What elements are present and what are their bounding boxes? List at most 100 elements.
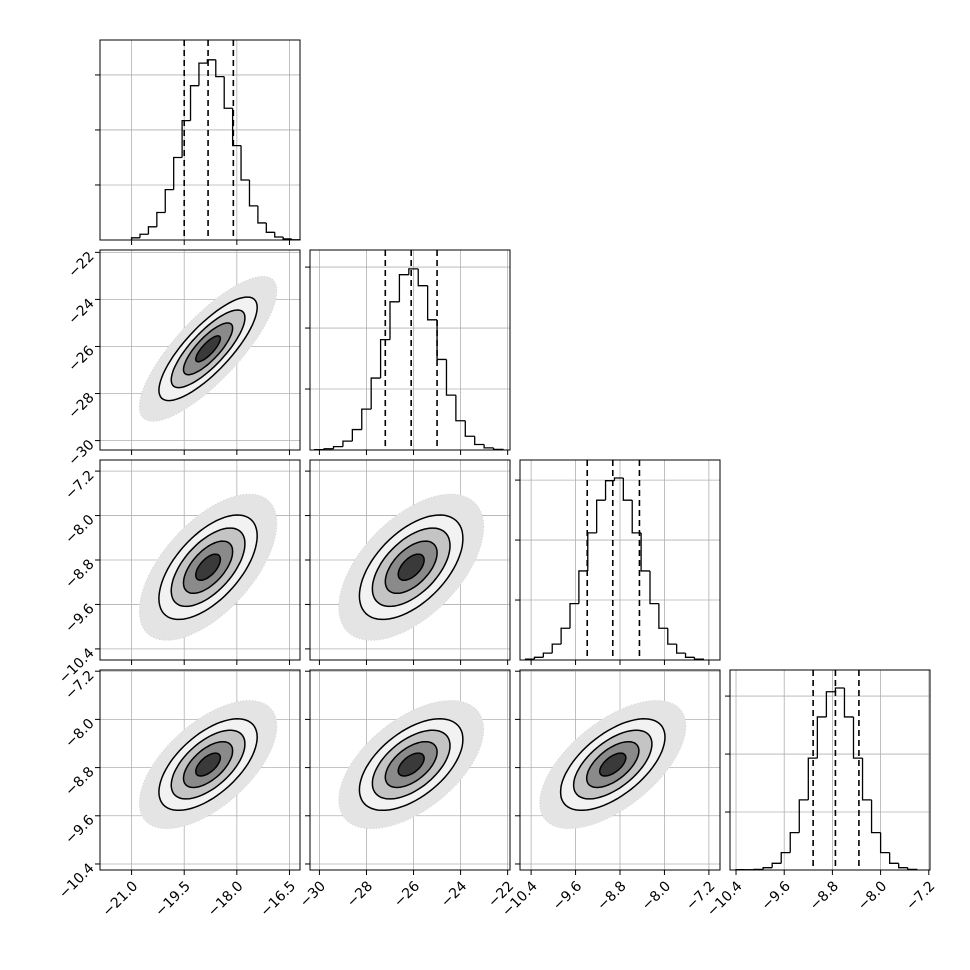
histogram-bin <box>156 211 166 227</box>
density-fill <box>599 753 626 776</box>
histogram-bin <box>762 867 773 870</box>
histogram-bin <box>604 480 615 501</box>
x-tick-label: −24 <box>438 878 470 910</box>
histogram-bin <box>834 687 845 692</box>
contour <box>182 740 234 789</box>
histogram-bin <box>323 448 334 450</box>
y-tick-label: −10.4 <box>56 860 98 902</box>
histogram-bin <box>223 76 233 109</box>
histogram-bin <box>417 268 428 287</box>
histogram-bin <box>436 319 447 361</box>
density-fill <box>398 753 425 776</box>
contour <box>182 322 234 376</box>
histogram-bin <box>139 233 149 238</box>
panel-frame <box>519 459 721 661</box>
histogram-bin <box>578 570 588 604</box>
histogram-bin <box>676 644 686 654</box>
histogram-bin <box>164 189 174 213</box>
y-tick-label: −9.6 <box>62 601 97 636</box>
contour <box>371 729 451 800</box>
x-tick-label: −8.8 <box>594 878 629 913</box>
contour <box>170 527 246 608</box>
panel-frame <box>99 249 301 451</box>
density-fill <box>195 335 221 362</box>
histogram-bin <box>816 716 827 759</box>
panel-frame <box>309 459 511 661</box>
contour <box>358 514 464 621</box>
contour <box>170 729 246 800</box>
histogram-bin <box>398 274 409 302</box>
histogram-bin <box>861 758 872 801</box>
contour <box>371 527 451 608</box>
contour <box>158 296 258 402</box>
histogram-bin <box>569 602 579 629</box>
histogram-bin <box>445 359 456 396</box>
histogram-bin <box>257 205 267 224</box>
density-fill <box>195 753 221 776</box>
y-tick-label: −8.0 <box>62 716 97 751</box>
histogram-bin <box>825 691 836 717</box>
histogram-bin <box>542 652 553 658</box>
panel-frame <box>99 459 301 661</box>
contour <box>384 740 438 789</box>
panel-frame <box>309 249 511 451</box>
histogram-bin <box>879 832 890 854</box>
histogram-bin <box>533 656 544 660</box>
histogram-bin <box>658 603 668 629</box>
histogram-bin <box>551 643 562 654</box>
x-tick-label: −8.8 <box>807 878 842 913</box>
contour <box>170 309 246 389</box>
y-tick-label: −8.8 <box>62 556 97 591</box>
histogram-bin <box>389 301 400 340</box>
histogram-bin <box>248 180 258 207</box>
histogram-bin <box>640 532 650 572</box>
histogram-bin <box>843 687 854 718</box>
histogram-bin <box>181 119 191 158</box>
histogram-bin <box>898 863 908 869</box>
panel-frame <box>309 669 511 871</box>
y-tick-label: −26 <box>65 343 97 375</box>
panel-frame <box>99 669 301 871</box>
histogram-bin <box>649 570 659 605</box>
histogram-bin <box>807 757 818 800</box>
x-tick-label: −7.2 <box>903 878 938 913</box>
contour <box>195 553 222 582</box>
contour <box>598 752 627 777</box>
histogram-bin <box>189 85 199 121</box>
histogram-bin <box>265 222 275 233</box>
x-tick-label: −8.0 <box>639 878 674 913</box>
histogram-bin <box>613 477 624 481</box>
histogram-bin <box>596 499 606 533</box>
histogram-bin <box>587 532 597 571</box>
histogram-bin <box>455 395 466 422</box>
histogram-bin <box>622 477 633 501</box>
histogram-bin <box>361 408 372 430</box>
histogram-bin <box>147 226 157 235</box>
histogram-bin <box>379 338 390 379</box>
y-tick-label: −9.6 <box>62 812 97 847</box>
histogram-bin <box>464 420 475 437</box>
y-tick-label: −7.2 <box>62 467 97 502</box>
contour <box>358 718 464 812</box>
contour <box>195 335 222 363</box>
histogram-bin <box>852 716 863 759</box>
histogram-bin <box>667 628 677 645</box>
histogram-bin <box>408 268 419 275</box>
contour <box>585 740 640 789</box>
density-fill <box>398 554 425 581</box>
x-tick-label: −16.5 <box>257 878 299 920</box>
panel-frame <box>519 669 721 871</box>
histogram-bin <box>483 444 494 449</box>
x-tick-label: −8.0 <box>855 878 890 913</box>
contour <box>397 553 425 582</box>
x-tick-label: −9.6 <box>550 878 585 913</box>
histogram-bin <box>684 653 695 658</box>
x-tick-label: −26 <box>391 878 423 910</box>
histogram-bin <box>198 62 208 86</box>
histogram-bin <box>342 440 353 447</box>
histogram-bin <box>771 862 782 868</box>
histogram-bin <box>789 831 800 853</box>
histogram-bin <box>560 627 570 645</box>
histogram-bin <box>631 500 642 534</box>
